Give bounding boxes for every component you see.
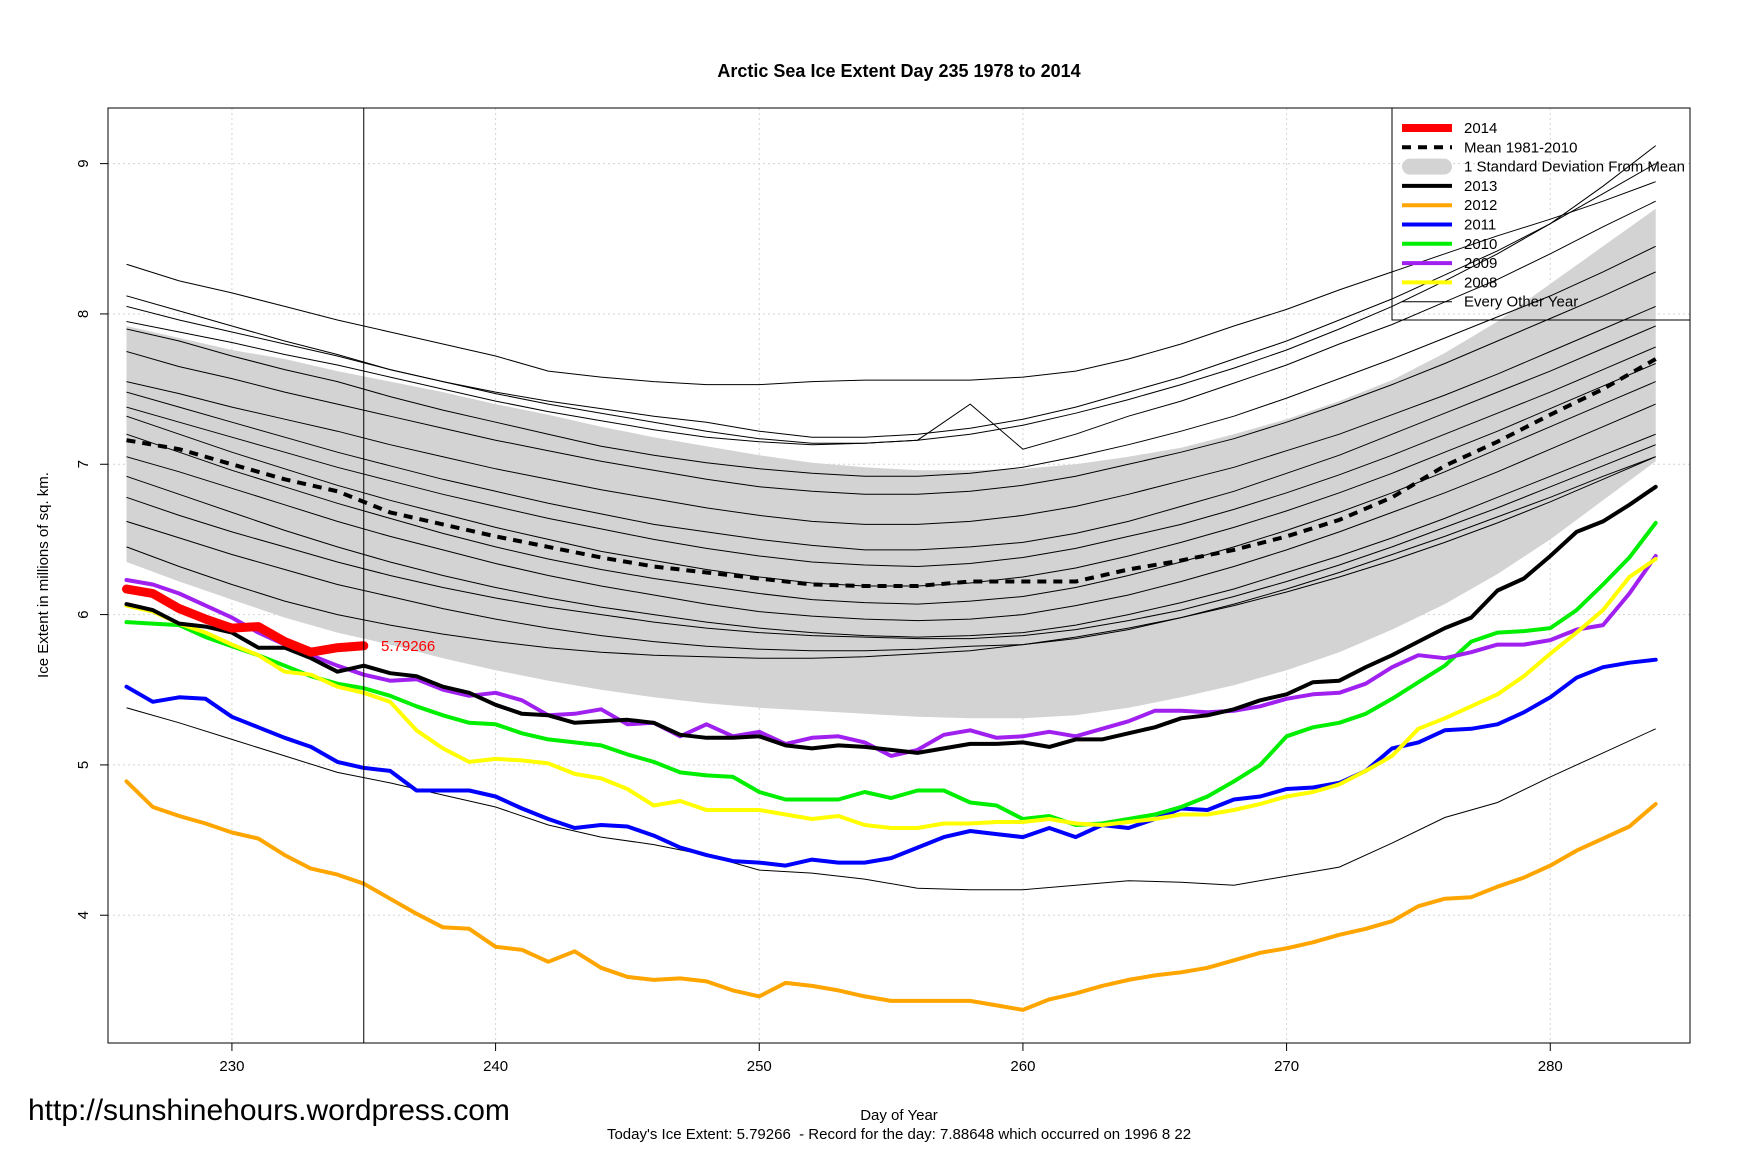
plot-frame bbox=[107, 107, 1691, 1044]
other-year-line-14 bbox=[126, 456, 1656, 652]
legend-label-1-standard-deviation-from-mean: 1 Standard Deviation From Mean bbox=[1464, 159, 1685, 176]
x-tick-label-250: 250 bbox=[747, 1058, 772, 1075]
y-tick-label-8: 8 bbox=[75, 310, 92, 318]
std-band-area bbox=[126, 208, 1656, 719]
footer-note: Today's Ice Extent: 5.79266 - Record for… bbox=[607, 1126, 1191, 1143]
series-line-2008 bbox=[124, 557, 1658, 830]
legend-label-2010: 2010 bbox=[1464, 236, 1497, 253]
std-deviation-band bbox=[126, 208, 1656, 719]
series-line-mean-1981-2010 bbox=[126, 357, 1657, 588]
y-axis-ticks: 4 5 6 7 8 9 bbox=[75, 159, 108, 919]
chart-title: Arctic Sea Ice Extent Day 235 1978 to 20… bbox=[717, 61, 1080, 81]
y-tick-label-9: 9 bbox=[75, 159, 92, 167]
x-axis-label: Day of Year bbox=[860, 1107, 938, 1124]
x-tick-label-270: 270 bbox=[1274, 1058, 1299, 1075]
grid bbox=[108, 108, 1690, 1043]
series-line-2014 bbox=[122, 584, 369, 657]
y-tick-label-5: 5 bbox=[75, 761, 92, 769]
other-year-line-4 bbox=[126, 245, 1656, 477]
legend-label-2012: 2012 bbox=[1464, 197, 1497, 214]
x-tick-label-230: 230 bbox=[219, 1058, 244, 1075]
legend-label-every-other-year: Every Other Year bbox=[1464, 294, 1578, 311]
other-year-line-13 bbox=[126, 444, 1656, 640]
other-year-line-3 bbox=[126, 200, 1656, 450]
legend-label-2013: 2013 bbox=[1464, 178, 1497, 195]
y-tick-label-6: 6 bbox=[75, 610, 92, 618]
other-year-line-9 bbox=[126, 363, 1656, 587]
y-axis-label: Ice Extent in millions of sq. km. bbox=[35, 472, 52, 678]
series-line-2012 bbox=[124, 779, 1658, 1012]
legend-swatch-1-standard-deviation-from-mean bbox=[1402, 158, 1452, 175]
series-line-2009 bbox=[124, 554, 1658, 758]
legend-label-mean-1981-2010: Mean 1981-2010 bbox=[1464, 139, 1577, 156]
other-year-line-6 bbox=[126, 305, 1656, 525]
legend: 2014 Mean 1981-2010 1 Standard Deviation F… bbox=[1391, 107, 1691, 321]
current-value-label: 5.79266 bbox=[381, 638, 435, 655]
legend-label-2009: 2009 bbox=[1464, 255, 1497, 272]
other-year-line-12 bbox=[126, 433, 1656, 638]
legend-label-2008: 2008 bbox=[1464, 274, 1497, 291]
series-line-2013 bbox=[124, 484, 1658, 755]
x-tick-label-260: 260 bbox=[1010, 1058, 1035, 1075]
other-year-line-10 bbox=[126, 381, 1656, 605]
y-tick-label-4: 4 bbox=[75, 911, 92, 919]
series-line-2010 bbox=[124, 520, 1658, 827]
other-year-line-15 bbox=[126, 456, 1656, 659]
y-tick-label-7: 7 bbox=[75, 460, 92, 468]
watermark: http://sunshinehours.wordpress.com bbox=[28, 1094, 510, 1127]
x-tick-label-280: 280 bbox=[1538, 1058, 1563, 1075]
other-year-line-11 bbox=[126, 403, 1656, 622]
other-year-line-8 bbox=[126, 346, 1656, 568]
other-year-line-0 bbox=[126, 181, 1656, 386]
legend-box bbox=[1391, 107, 1691, 321]
x-axis-ticks: 230 240 250 260 270 280 bbox=[219, 1043, 1563, 1075]
other-year-line-5 bbox=[126, 271, 1656, 495]
series-lines bbox=[122, 357, 1658, 1012]
other-year-line-16 bbox=[126, 707, 1656, 891]
other-year-line-7 bbox=[126, 325, 1656, 551]
x-tick-label-240: 240 bbox=[483, 1058, 508, 1075]
legend-label-2011: 2011 bbox=[1464, 217, 1496, 234]
other-years-lines bbox=[126, 145, 1657, 891]
legend-label-2014: 2014 bbox=[1464, 120, 1497, 137]
